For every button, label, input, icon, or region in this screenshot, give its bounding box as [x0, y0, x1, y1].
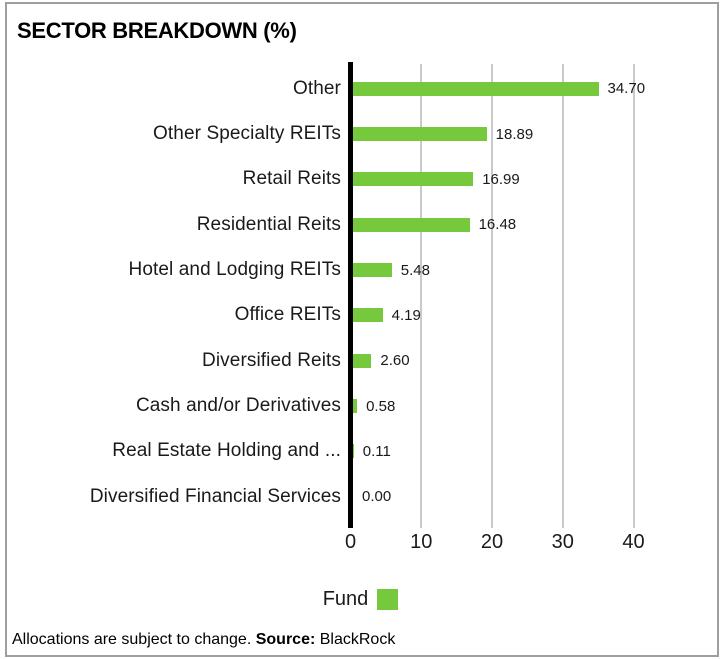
- value-label: 16.48: [478, 216, 517, 234]
- chart-row: Office REITs 4.19: [0, 293, 721, 338]
- chart-row: Retail Reits 16.99: [0, 157, 721, 202]
- value-label: 16.99: [482, 170, 520, 188]
- x-tick-label: 30: [551, 531, 574, 553]
- bar-zone: 18.89: [353, 126, 533, 143]
- bar-zone: 2.60: [353, 352, 410, 369]
- bar-zone: 5.48: [353, 262, 430, 279]
- category-label: Diversified Reits: [202, 349, 341, 371]
- fund-bar: [353, 127, 487, 142]
- category-label: Retail Reits: [242, 168, 341, 190]
- category-label: Diversified Financial Services: [89, 485, 341, 507]
- bar-zone: 34.70: [353, 80, 645, 97]
- y-axis-line: [348, 62, 353, 528]
- category-label: Residential Reits: [196, 213, 341, 235]
- fund-bar: [353, 217, 470, 232]
- value-label: 5.48: [400, 261, 430, 279]
- source-value: BlackRock: [319, 631, 396, 648]
- legend: Fund: [0, 586, 721, 612]
- category-label: Office REITs: [234, 304, 341, 326]
- value-label: 4.19: [391, 306, 421, 324]
- x-tick-label: 20: [480, 531, 504, 553]
- chart-row: Hotel and Lodging REITs 5.48: [0, 247, 721, 292]
- x-tick-label: 0: [344, 531, 357, 553]
- category-label: Cash and/or Derivatives: [135, 395, 341, 417]
- fund-bar: [353, 399, 358, 414]
- chart-row: Diversified Reits 2.60: [0, 338, 721, 383]
- bar-zone: 0.58: [353, 398, 395, 415]
- category-label: Real Estate Holding and ...: [112, 440, 341, 462]
- footnote: Allocations are subject to change. Sourc…: [12, 631, 395, 649]
- chart-row: Diversified Financial Services 0.00: [0, 474, 721, 519]
- chart-row: Cash and/or Derivatives 0.58: [0, 383, 721, 428]
- chart-row: Residential Reits 16.48: [0, 202, 721, 247]
- fund-bar: [353, 81, 599, 96]
- fund-bar: [353, 444, 354, 459]
- value-label: 0.11: [362, 442, 391, 460]
- category-label: Other Specialty REITs: [153, 123, 341, 145]
- x-tick-label: 40: [622, 531, 645, 553]
- x-tick-label: 10: [410, 531, 433, 553]
- bar-zone: 4.19: [353, 307, 421, 324]
- gridline: [491, 64, 493, 528]
- fund-bar: [353, 308, 383, 323]
- value-label: 0.00: [362, 488, 392, 506]
- bar-zone: 0.11: [353, 443, 391, 460]
- chart-row: Other 34.70: [0, 66, 721, 111]
- category-label: Hotel and Lodging REITs: [128, 259, 341, 281]
- fund-bar: [353, 172, 474, 187]
- gridline: [420, 64, 423, 528]
- gridline: [632, 64, 635, 528]
- bar-zone: 16.99: [353, 171, 520, 188]
- chart-row: Other Specialty REITs 18.89: [0, 111, 721, 156]
- value-label: 18.89: [495, 125, 534, 143]
- legend-label: Fund: [322, 587, 369, 610]
- bar-zone: 16.48: [353, 216, 516, 233]
- value-label: 34.70: [607, 80, 646, 98]
- value-label: 0.58: [366, 397, 396, 415]
- chart-row: Real Estate Holding and ... 0.11: [0, 429, 721, 474]
- bar-zone: 0.00: [353, 488, 391, 505]
- fund-bar: [353, 353, 372, 368]
- fund-bar: [353, 263, 392, 278]
- chart-title: SECTOR BREAKDOWN (%): [17, 18, 297, 43]
- footnote-text: Allocations are subject to change.: [12, 631, 252, 648]
- gridline: [561, 64, 564, 528]
- source-label: Source:: [255, 631, 316, 648]
- legend-swatch-icon: [377, 588, 399, 610]
- value-label: 2.60: [380, 352, 410, 370]
- category-label: Other: [292, 77, 341, 99]
- chart-rows: Other 34.70 Other Specialty REITs 18.89 Reta…: [0, 66, 721, 519]
